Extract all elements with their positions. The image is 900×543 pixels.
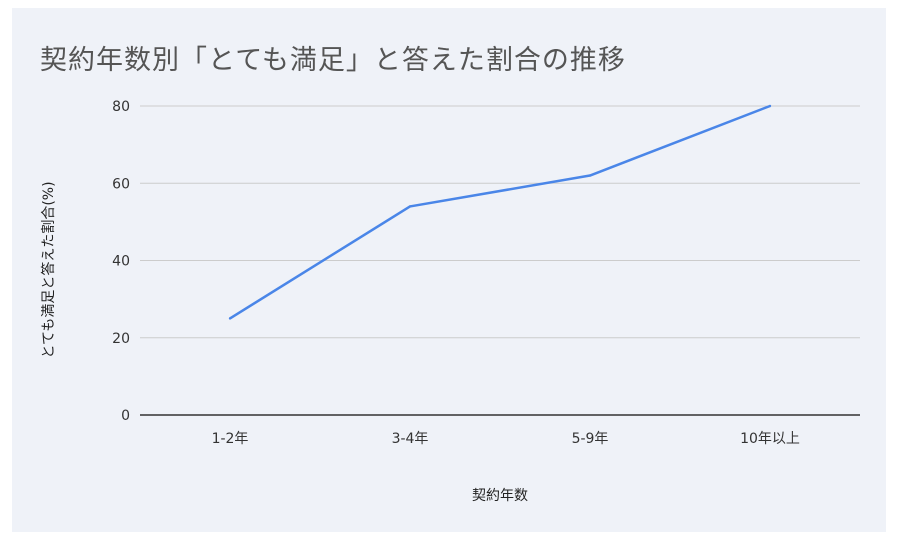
data-point bbox=[228, 317, 232, 320]
data-point bbox=[588, 174, 592, 177]
data-point bbox=[408, 205, 412, 208]
y-tick-label: 40 bbox=[112, 254, 130, 270]
x-tick-label: 5-9年 bbox=[572, 431, 609, 447]
y-tick-label: 60 bbox=[112, 176, 130, 192]
y-tick-label: 80 bbox=[112, 99, 130, 115]
x-axis-title: 契約年数 bbox=[472, 488, 528, 504]
series-line bbox=[229, 104, 771, 320]
chart-title: 契約年数別「とても満足」と答えた割合の推移 bbox=[40, 45, 626, 76]
x-tick-label: 10年以上 bbox=[740, 431, 800, 447]
chart-card: 契約年数別「とても満足」と答えた割合の推移 bbox=[12, 8, 886, 532]
y-axis-title: とても満足と答えた割合(%) bbox=[40, 181, 57, 358]
data-point bbox=[768, 104, 772, 108]
x-tick-label: 3-4年 bbox=[392, 431, 429, 447]
y-tick-label: 20 bbox=[112, 331, 130, 347]
y-tick-label: 0 bbox=[121, 408, 130, 424]
x-tick-label: 1-2年 bbox=[212, 431, 249, 447]
